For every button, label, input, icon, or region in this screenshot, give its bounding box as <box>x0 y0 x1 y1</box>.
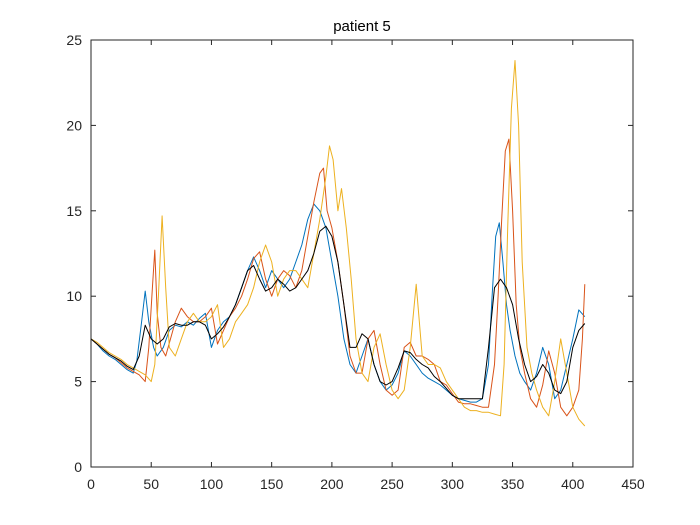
series-layer <box>90 60 586 427</box>
x-tick-label: 200 <box>320 476 344 492</box>
x-tick-label: 450 <box>621 476 645 492</box>
tick-layer: 0 50 100 150 200 250 300 350 400 450 0 5 10 15 20 25 <box>66 32 644 492</box>
x-tick-label: 250 <box>380 476 404 492</box>
y-tick-label: 10 <box>66 288 82 304</box>
chart-title: patient 5 <box>333 18 391 35</box>
x-tick-label: 100 <box>200 476 224 492</box>
x-tick-label: 300 <box>441 476 465 492</box>
x-tick-label: 400 <box>561 476 585 492</box>
x-tick-label: 350 <box>501 476 525 492</box>
y-tick-label: 20 <box>66 117 82 133</box>
series-3 <box>90 60 586 427</box>
y-tick-label: 5 <box>74 374 82 390</box>
y-tick-label: 25 <box>66 32 82 48</box>
series-4-line <box>90 225 586 400</box>
axes-box <box>90 39 634 468</box>
x-tick-label: 50 <box>143 476 159 492</box>
series-1 <box>90 203 586 403</box>
x-tick-label: 0 <box>87 476 95 492</box>
series-4 <box>90 225 586 400</box>
y-tick-label: 15 <box>66 203 82 219</box>
y-tick-label: 0 <box>74 459 82 475</box>
x-tick-label: 150 <box>260 476 284 492</box>
series-3-line <box>90 60 586 427</box>
series-1-line <box>90 203 586 403</box>
